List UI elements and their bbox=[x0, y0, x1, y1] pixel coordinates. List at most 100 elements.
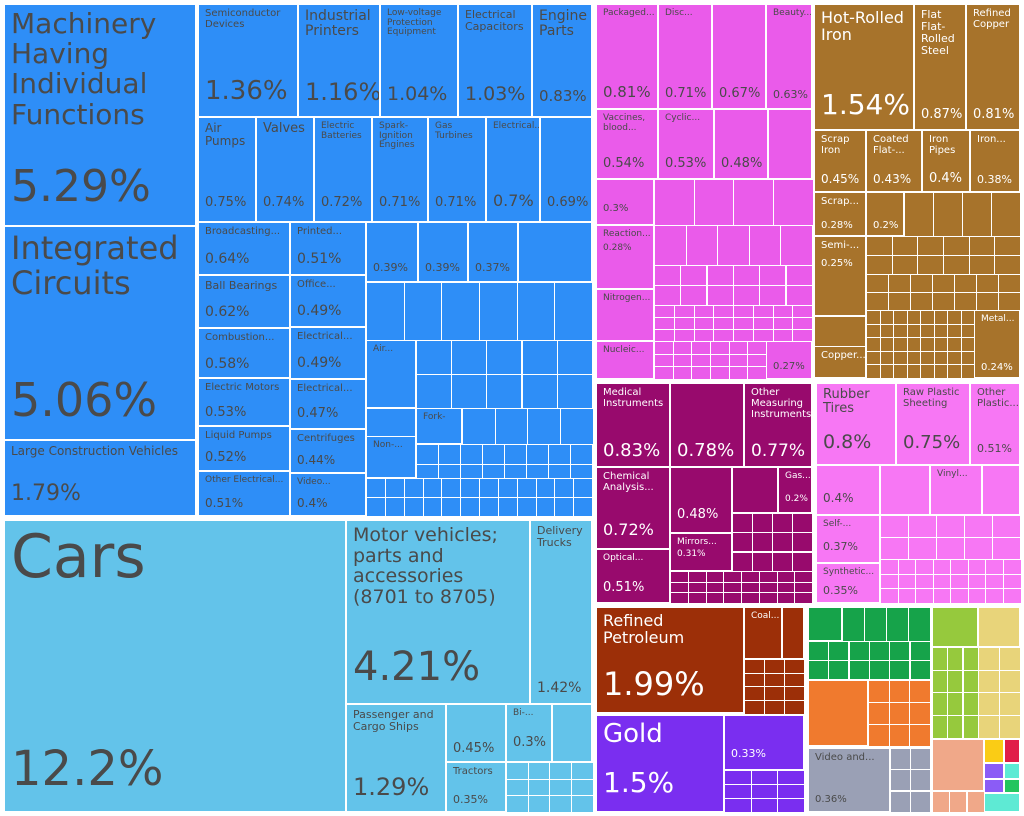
treemap-tile bbox=[486, 340, 522, 375]
treemap-tile bbox=[654, 225, 687, 266]
treemap-tile bbox=[963, 647, 979, 671]
treemap-tile bbox=[764, 686, 785, 701]
treemap-tile: Coal... bbox=[744, 607, 782, 659]
tile-label: Semiconductor Devices bbox=[205, 8, 281, 30]
treemap-tile bbox=[451, 374, 487, 409]
treemap-tile bbox=[893, 310, 908, 325]
tile-value: 0.78% bbox=[677, 440, 735, 461]
tile-value: 0.51% bbox=[205, 496, 244, 510]
treemap-tile bbox=[786, 265, 813, 286]
treemap-tile: Gas... 0.2% bbox=[778, 467, 812, 513]
treemap-tile bbox=[920, 337, 935, 352]
tile-label: Nitrogen... bbox=[603, 293, 651, 303]
treemap-tile bbox=[908, 515, 937, 538]
tile-value: 1.42% bbox=[537, 680, 582, 696]
treemap-tile bbox=[910, 292, 933, 311]
treemap-tile: Refined Petroleum 1.99% bbox=[596, 607, 744, 713]
treemap-tile bbox=[768, 109, 812, 179]
treemap-tile bbox=[892, 236, 919, 256]
tile-label: Medical Instruments bbox=[603, 387, 664, 409]
tile-label: Large Construction Vehicles bbox=[11, 444, 178, 458]
treemap-tile: Electric Motors 0.53% bbox=[198, 378, 290, 426]
tile-value: 0.39% bbox=[373, 261, 408, 274]
treemap-tile bbox=[869, 660, 890, 680]
treemap-tile bbox=[654, 265, 681, 286]
treemap-tile bbox=[707, 285, 734, 306]
treemap-tile bbox=[654, 366, 674, 380]
treemap-tile bbox=[892, 255, 919, 275]
treemap-tile bbox=[536, 478, 556, 498]
treemap-tile bbox=[910, 791, 931, 813]
treemap-tile bbox=[654, 341, 674, 355]
treemap-tile bbox=[985, 588, 1004, 604]
treemap-tile bbox=[932, 670, 948, 694]
treemap-tile bbox=[947, 647, 963, 671]
treemap-tile bbox=[522, 374, 558, 409]
treemap-tile bbox=[498, 497, 518, 517]
treemap-tile bbox=[744, 659, 765, 674]
treemap-tile bbox=[528, 762, 551, 780]
treemap-tile: Cars 12.2% bbox=[4, 520, 346, 812]
tile-label: Other Plastic... bbox=[977, 387, 1019, 409]
treemap-tile: Semiconductor Devices 1.36% bbox=[198, 4, 298, 117]
treemap-tile bbox=[868, 724, 890, 747]
treemap-tile bbox=[842, 607, 865, 642]
tile-label: Passenger and Cargo Ships bbox=[353, 708, 434, 733]
tile-label: Electrical Capacitors bbox=[465, 8, 524, 33]
tile-value: 5.29% bbox=[11, 161, 151, 212]
treemap-tile bbox=[366, 497, 386, 517]
treemap-tile: Ball Bearings 0.62% bbox=[198, 275, 290, 328]
tile-label: Engine Parts bbox=[539, 8, 587, 40]
tile-label: Vinyl... bbox=[937, 469, 968, 479]
treemap-tile bbox=[909, 702, 931, 725]
tile-value: 1.36% bbox=[205, 76, 288, 106]
treemap-tile bbox=[694, 179, 735, 226]
tile-value: 0.37% bbox=[823, 540, 858, 553]
tile-label: Air Pumps bbox=[205, 121, 246, 148]
tile-label: Scrap Iron bbox=[821, 134, 850, 156]
tile-value: 0.4% bbox=[823, 491, 854, 505]
treemap-tile bbox=[936, 537, 965, 560]
tile-value: 0.45% bbox=[453, 741, 495, 756]
treemap-tile bbox=[792, 532, 813, 552]
treemap-tile bbox=[994, 255, 1021, 275]
treemap-tile bbox=[947, 692, 963, 716]
treemap-tile bbox=[729, 366, 749, 380]
tile-value: 0.51% bbox=[977, 442, 1012, 455]
treemap-tile bbox=[438, 444, 461, 465]
treemap-tile bbox=[759, 265, 786, 286]
treemap-tile bbox=[416, 340, 452, 375]
treemap-tile bbox=[963, 670, 979, 694]
tile-value: 0.72% bbox=[321, 195, 363, 210]
treemap-tile bbox=[950, 588, 969, 604]
tile-value: 5.06% bbox=[11, 373, 158, 427]
treemap-tile bbox=[978, 670, 1000, 694]
tile-value: 0.75% bbox=[903, 432, 961, 453]
tile-label: Low-voltage Protection Equipment bbox=[387, 8, 442, 38]
treemap-tile: Air... bbox=[366, 340, 416, 408]
treemap-tile: Non-... bbox=[366, 436, 416, 478]
tile-value: 0.67% bbox=[719, 86, 761, 101]
tile-value: 0.38% bbox=[977, 173, 1012, 186]
treemap-tile bbox=[691, 341, 711, 355]
treemap-tile bbox=[932, 647, 948, 671]
treemap-tile bbox=[978, 715, 1000, 739]
treemap-tile bbox=[744, 686, 765, 701]
tile-value: 0.72% bbox=[603, 520, 654, 539]
treemap-tile bbox=[688, 592, 707, 604]
treemap-tile bbox=[549, 795, 572, 813]
treemap-tile: Engine Parts 0.83% bbox=[532, 4, 592, 117]
tile-value: 0.58% bbox=[205, 356, 250, 372]
treemap-tile bbox=[849, 641, 870, 661]
tile-value: 0.48% bbox=[677, 507, 719, 522]
treemap-tile: Industrial Printers 1.16% bbox=[298, 4, 380, 117]
treemap-tile bbox=[964, 515, 993, 538]
treemap-tile: Liquid Pumps 0.52% bbox=[198, 426, 290, 471]
treemap-tile bbox=[999, 715, 1021, 739]
tile-value: 0.35% bbox=[823, 584, 858, 597]
treemap-tile bbox=[991, 192, 1021, 237]
tile-label: Optical... bbox=[603, 553, 644, 563]
treemap-tile bbox=[764, 659, 785, 674]
treemap-tile bbox=[880, 537, 909, 560]
treemap-tile bbox=[441, 282, 480, 341]
